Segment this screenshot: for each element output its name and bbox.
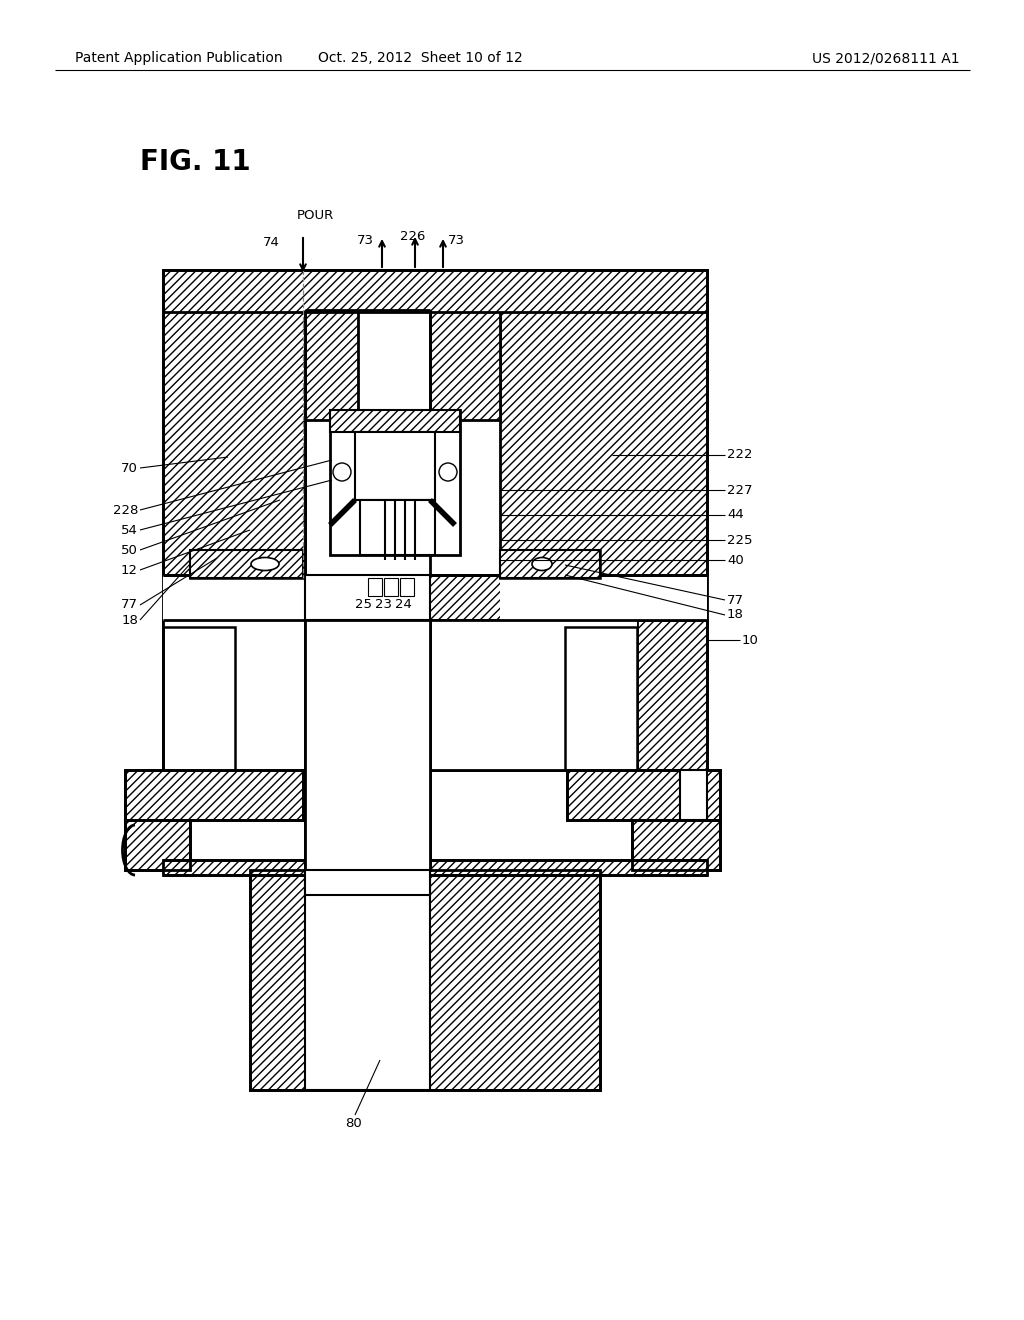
Bar (430, 310, 500, 420)
Text: 77: 77 (121, 598, 138, 611)
Text: 23: 23 (376, 598, 392, 611)
Text: POUR: POUR (296, 209, 334, 222)
Bar (305, 620, 430, 870)
Bar (430, 620, 637, 770)
Text: Oct. 25, 2012  Sheet 10 of 12: Oct. 25, 2012 Sheet 10 of 12 (317, 51, 522, 65)
Text: 226: 226 (400, 231, 426, 243)
Bar (565, 627, 637, 770)
Bar (163, 620, 305, 770)
Bar (163, 627, 234, 770)
Text: 40: 40 (727, 553, 743, 566)
Bar (163, 271, 707, 312)
Text: 44: 44 (727, 508, 743, 521)
Text: 50: 50 (121, 544, 138, 557)
Bar (305, 576, 430, 620)
Bar (680, 770, 707, 820)
Text: 25: 25 (354, 598, 372, 611)
Text: 228: 228 (113, 503, 138, 516)
Text: 70: 70 (121, 462, 138, 474)
Text: US 2012/0268111 A1: US 2012/0268111 A1 (812, 51, 961, 65)
Text: 18: 18 (121, 614, 138, 627)
Bar (190, 550, 303, 578)
Text: 54: 54 (121, 524, 138, 536)
Bar (430, 620, 707, 770)
Bar (567, 770, 720, 820)
Bar (163, 576, 707, 620)
Bar (567, 770, 720, 820)
Bar (305, 310, 358, 420)
Bar (355, 432, 435, 500)
Bar (400, 578, 414, 597)
Bar (500, 550, 600, 578)
Circle shape (333, 463, 351, 480)
Ellipse shape (532, 557, 552, 570)
Bar (163, 576, 305, 620)
Ellipse shape (251, 557, 279, 570)
Text: 225: 225 (727, 533, 753, 546)
Text: 24: 24 (394, 598, 412, 611)
Bar (632, 820, 720, 870)
Bar (250, 870, 600, 1090)
Text: 222: 222 (727, 449, 753, 462)
Bar (368, 578, 382, 597)
Text: 80: 80 (345, 1117, 361, 1130)
Bar (500, 271, 707, 576)
Text: 18: 18 (727, 609, 743, 622)
Bar (330, 411, 460, 554)
Circle shape (439, 463, 457, 480)
Bar (500, 576, 707, 620)
Text: 227: 227 (727, 483, 753, 496)
Text: Patent Application Publication: Patent Application Publication (75, 51, 283, 65)
Bar (632, 820, 720, 870)
Bar (125, 820, 190, 870)
Bar (125, 770, 303, 820)
Bar (305, 620, 430, 870)
Bar (305, 870, 430, 1090)
Bar (500, 550, 600, 578)
Bar (163, 620, 305, 770)
Text: 10: 10 (742, 634, 759, 647)
Bar (125, 820, 190, 870)
Bar (430, 620, 637, 770)
Text: 77: 77 (727, 594, 744, 606)
Bar (330, 411, 460, 432)
Bar (163, 861, 707, 875)
Bar (125, 770, 303, 820)
Bar (305, 870, 430, 895)
Bar (163, 271, 305, 576)
Bar (250, 870, 600, 1090)
Text: 73: 73 (357, 234, 374, 247)
Bar (163, 620, 305, 770)
Text: 73: 73 (449, 234, 465, 247)
Bar (384, 578, 398, 597)
Bar (360, 500, 435, 554)
Text: 12: 12 (121, 564, 138, 577)
Text: FIG. 11: FIG. 11 (140, 148, 251, 176)
Bar (190, 550, 303, 578)
Text: 74: 74 (263, 236, 280, 249)
